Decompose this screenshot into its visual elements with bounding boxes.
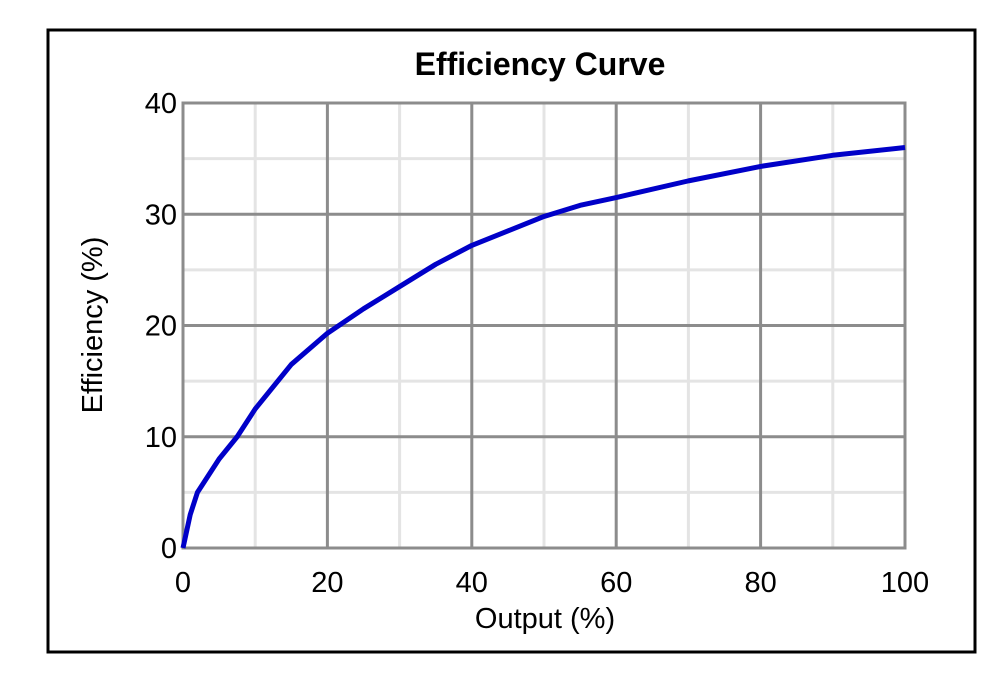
x-tick-label: 100: [881, 567, 929, 599]
chart-frame: [46, 28, 977, 654]
x-tick-label: 20: [311, 567, 343, 599]
data-line: [180, 145, 906, 549]
chart-title: Efficiency Curve: [415, 46, 666, 82]
plot-area: [181, 101, 907, 550]
x-tick-label: 40: [456, 567, 488, 599]
x-tick-label: 60: [600, 567, 632, 599]
x-tick-label: 0: [175, 567, 191, 599]
x-axis-label: Output (%): [475, 603, 615, 635]
y-tick-label: 0: [161, 533, 177, 565]
y-tick-label: 40: [145, 88, 177, 120]
y-tick-label: 10: [145, 422, 177, 454]
x-tick-label: 80: [744, 567, 776, 599]
y-axis-label: Efficiency (%): [77, 237, 109, 414]
y-tick-label: 30: [145, 199, 177, 231]
y-tick-label: 20: [145, 311, 177, 343]
